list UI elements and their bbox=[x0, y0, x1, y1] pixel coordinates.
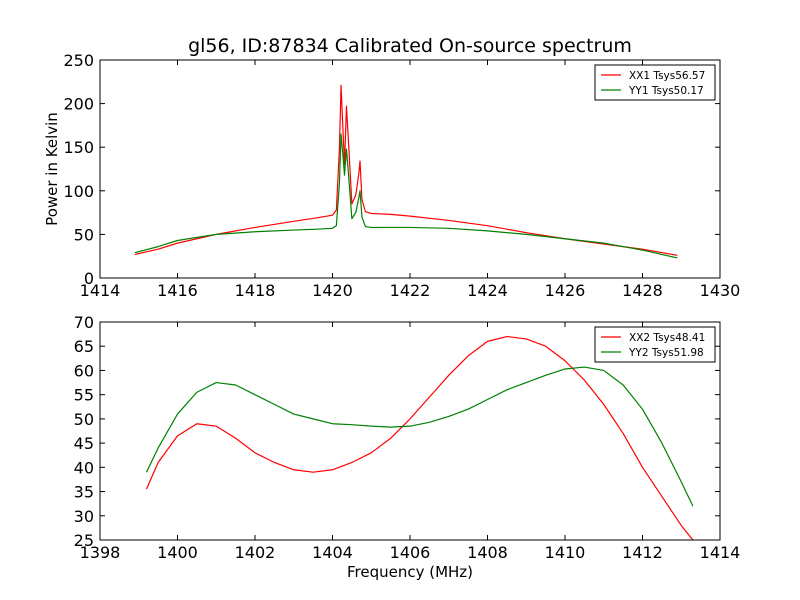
x-tick-label: 1426 bbox=[545, 281, 586, 300]
x-tick-label: 1428 bbox=[622, 281, 663, 300]
y-tick-label: 70 bbox=[74, 313, 94, 332]
y-tick-label: 150 bbox=[63, 138, 94, 157]
x-tick-label: 1420 bbox=[312, 281, 353, 300]
y-tick-label: 25 bbox=[74, 531, 94, 550]
x-tick-label: 1398 bbox=[80, 543, 121, 562]
x-tick-label: 1412 bbox=[622, 543, 663, 562]
legend-label: XX1 Tsys56.57 bbox=[629, 70, 705, 82]
series-line-2 bbox=[145, 366, 694, 507]
x-tick-label: 1430 bbox=[700, 281, 741, 300]
legend: XX1 Tsys56.57 YY1 Tsys50.17 bbox=[594, 64, 716, 101]
y-tick-label: 65 bbox=[74, 337, 94, 356]
y-tick-label: 50 bbox=[74, 410, 94, 429]
chart-panel-2: 1398 1400 1402 1404 1406 1408 1410 1412 1414 25 30… bbox=[74, 313, 741, 581]
legend: XX2 Tsys48.41 YY2 Tsys51.98 bbox=[594, 326, 716, 363]
y-axis-label: Power in Kelvin bbox=[43, 112, 61, 226]
y-tick-label: 55 bbox=[74, 386, 94, 405]
series-line-1 bbox=[134, 84, 678, 256]
series-group bbox=[134, 84, 678, 259]
legend-label: XX2 Tsys48.41 bbox=[629, 332, 705, 344]
y-tick-label: 30 bbox=[74, 507, 94, 526]
y-tick-label: 50 bbox=[74, 225, 94, 244]
x-tick-label: 1422 bbox=[390, 281, 431, 300]
x-tick-label: 1414 bbox=[700, 543, 741, 562]
x-tick-label: 1414 bbox=[80, 281, 121, 300]
y-tick-label: 200 bbox=[63, 95, 94, 114]
x-tick-label: 1400 bbox=[157, 543, 198, 562]
x-tick-label: 1408 bbox=[467, 543, 508, 562]
chart-title: gl56, ID:87834 Calibrated On-source spec… bbox=[188, 35, 632, 57]
y-tick-label: 45 bbox=[74, 434, 94, 453]
x-tick-label: 1402 bbox=[235, 543, 276, 562]
series-line-1 bbox=[145, 335, 694, 541]
x-axis-label: Frequency (MHz) bbox=[347, 563, 473, 581]
legend-label: YY1 Tsys50.17 bbox=[628, 85, 704, 97]
x-tick-label: 1404 bbox=[312, 543, 353, 562]
x-tick-label: 1416 bbox=[157, 281, 198, 300]
x-tick-label: 1418 bbox=[235, 281, 276, 300]
y-tick-label: 100 bbox=[63, 182, 94, 201]
x-tick-label: 1424 bbox=[467, 281, 508, 300]
y-tick-label: 35 bbox=[74, 483, 94, 502]
chart-panel-1: 1414 1416 1418 1420 1422 1424 1426 1428 1430 0 50 1… bbox=[43, 35, 740, 300]
y-tick-label: 0 bbox=[84, 269, 94, 288]
y-tick-label: 40 bbox=[74, 458, 94, 477]
legend-box bbox=[594, 64, 716, 101]
x-tick-label: 1406 bbox=[390, 543, 431, 562]
legend-box bbox=[594, 326, 716, 363]
series-line-2 bbox=[134, 133, 678, 259]
series-group bbox=[145, 335, 694, 541]
y-tick-label: 250 bbox=[63, 51, 94, 70]
x-tick-label: 1410 bbox=[545, 543, 586, 562]
y-tick-label: 60 bbox=[74, 361, 94, 380]
legend-label: YY2 Tsys51.98 bbox=[628, 347, 704, 359]
